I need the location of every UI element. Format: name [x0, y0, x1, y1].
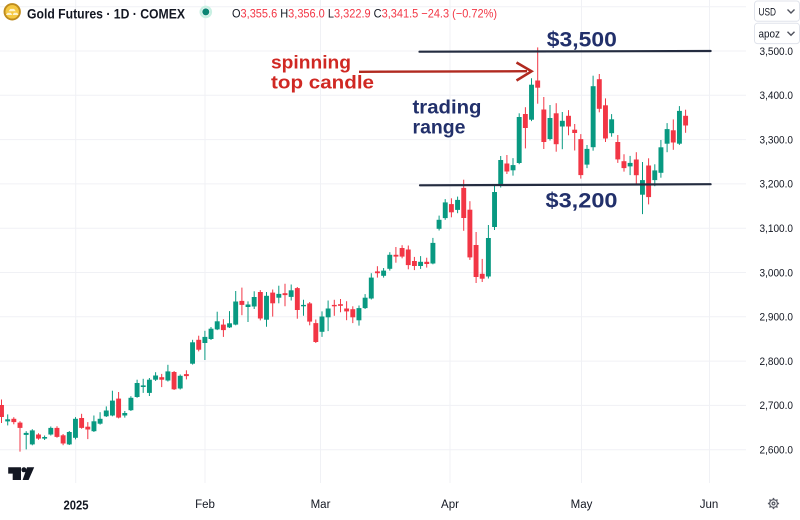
svg-text:spinning: spinning: [271, 53, 351, 73]
svg-text:$3,200: $3,200: [546, 190, 618, 213]
svg-text:top candle: top candle: [271, 73, 374, 93]
svg-text:Feb: Feb: [195, 499, 215, 511]
svg-text:range: range: [413, 117, 466, 139]
svg-text:Mar: Mar: [311, 499, 331, 511]
svg-text:trading: trading: [413, 97, 482, 119]
svg-text:Gold Futures · 1D · COMEX: Gold Futures · 1D · COMEX: [27, 7, 185, 23]
svg-text:2,700.0: 2,700.0: [760, 400, 794, 412]
svg-text:2,600.0: 2,600.0: [760, 445, 794, 457]
svg-text:2,800.0: 2,800.0: [760, 356, 794, 368]
svg-text:$3,500: $3,500: [547, 29, 617, 52]
svg-text:3,400.0: 3,400.0: [760, 90, 794, 102]
svg-text:3,200.0: 3,200.0: [760, 179, 794, 191]
svg-text:Apr: Apr: [441, 499, 459, 511]
svg-text:3,300.0: 3,300.0: [760, 134, 794, 146]
svg-text:O3,355.6 H3,356.0 L3,322.9 C3,: O3,355.6 H3,356.0 L3,322.9 C3,341.5 −24.…: [232, 6, 497, 20]
svg-text:May: May: [571, 499, 593, 511]
svg-text:Jun: Jun: [700, 499, 719, 511]
svg-text:3,500.0: 3,500.0: [760, 46, 794, 58]
svg-text:3,000.0: 3,000.0: [760, 267, 794, 279]
svg-text:apoz: apoz: [759, 29, 781, 41]
svg-text:3,100.0: 3,100.0: [760, 223, 794, 235]
svg-text:2025: 2025: [64, 499, 89, 513]
svg-text:2,900.0: 2,900.0: [760, 312, 794, 324]
svg-text:USD: USD: [759, 6, 777, 18]
